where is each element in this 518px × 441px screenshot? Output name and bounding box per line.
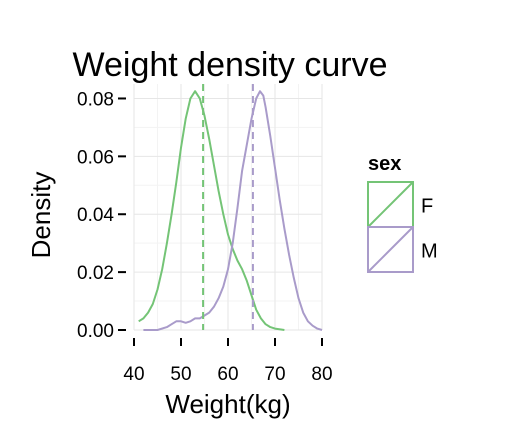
x-axis: 40 50 60 70 80 bbox=[123, 338, 333, 385]
y-tick-label: 0.08 bbox=[77, 89, 114, 110]
x-tick-label: 40 bbox=[123, 364, 144, 385]
legend-items: FM bbox=[367, 181, 438, 273]
x-tick-label: 80 bbox=[311, 364, 332, 385]
legend-key-slash-f bbox=[367, 181, 414, 228]
x-tick-label: 50 bbox=[170, 364, 191, 385]
mean-lines-layer bbox=[202, 84, 254, 330]
y-axis: 0.00 0.02 0.04 0.06 0.08 bbox=[77, 89, 126, 342]
x-axis-title: Weight(kg) bbox=[165, 389, 290, 419]
legend-title: sex bbox=[368, 153, 401, 175]
y-tick-label: 0.02 bbox=[77, 263, 114, 284]
series-layer bbox=[138, 90, 323, 331]
chart-title: Weight density curve bbox=[73, 46, 388, 84]
y-tick-label: 0.04 bbox=[77, 205, 114, 226]
density-line-m bbox=[143, 90, 323, 331]
legend-label-m: M bbox=[421, 241, 438, 263]
legend-key-slash-m bbox=[367, 226, 414, 273]
x-tick-label: 60 bbox=[217, 364, 238, 385]
legend: sex FM bbox=[367, 153, 438, 273]
x-tick-label: 70 bbox=[264, 364, 285, 385]
y-axis-title: Density bbox=[26, 172, 56, 259]
y-tick-label: 0.06 bbox=[77, 147, 114, 168]
density-line-f bbox=[138, 90, 285, 331]
y-tick-label: 0.00 bbox=[77, 321, 114, 342]
plot-panel bbox=[133, 84, 323, 331]
legend-label-f: F bbox=[421, 196, 433, 218]
